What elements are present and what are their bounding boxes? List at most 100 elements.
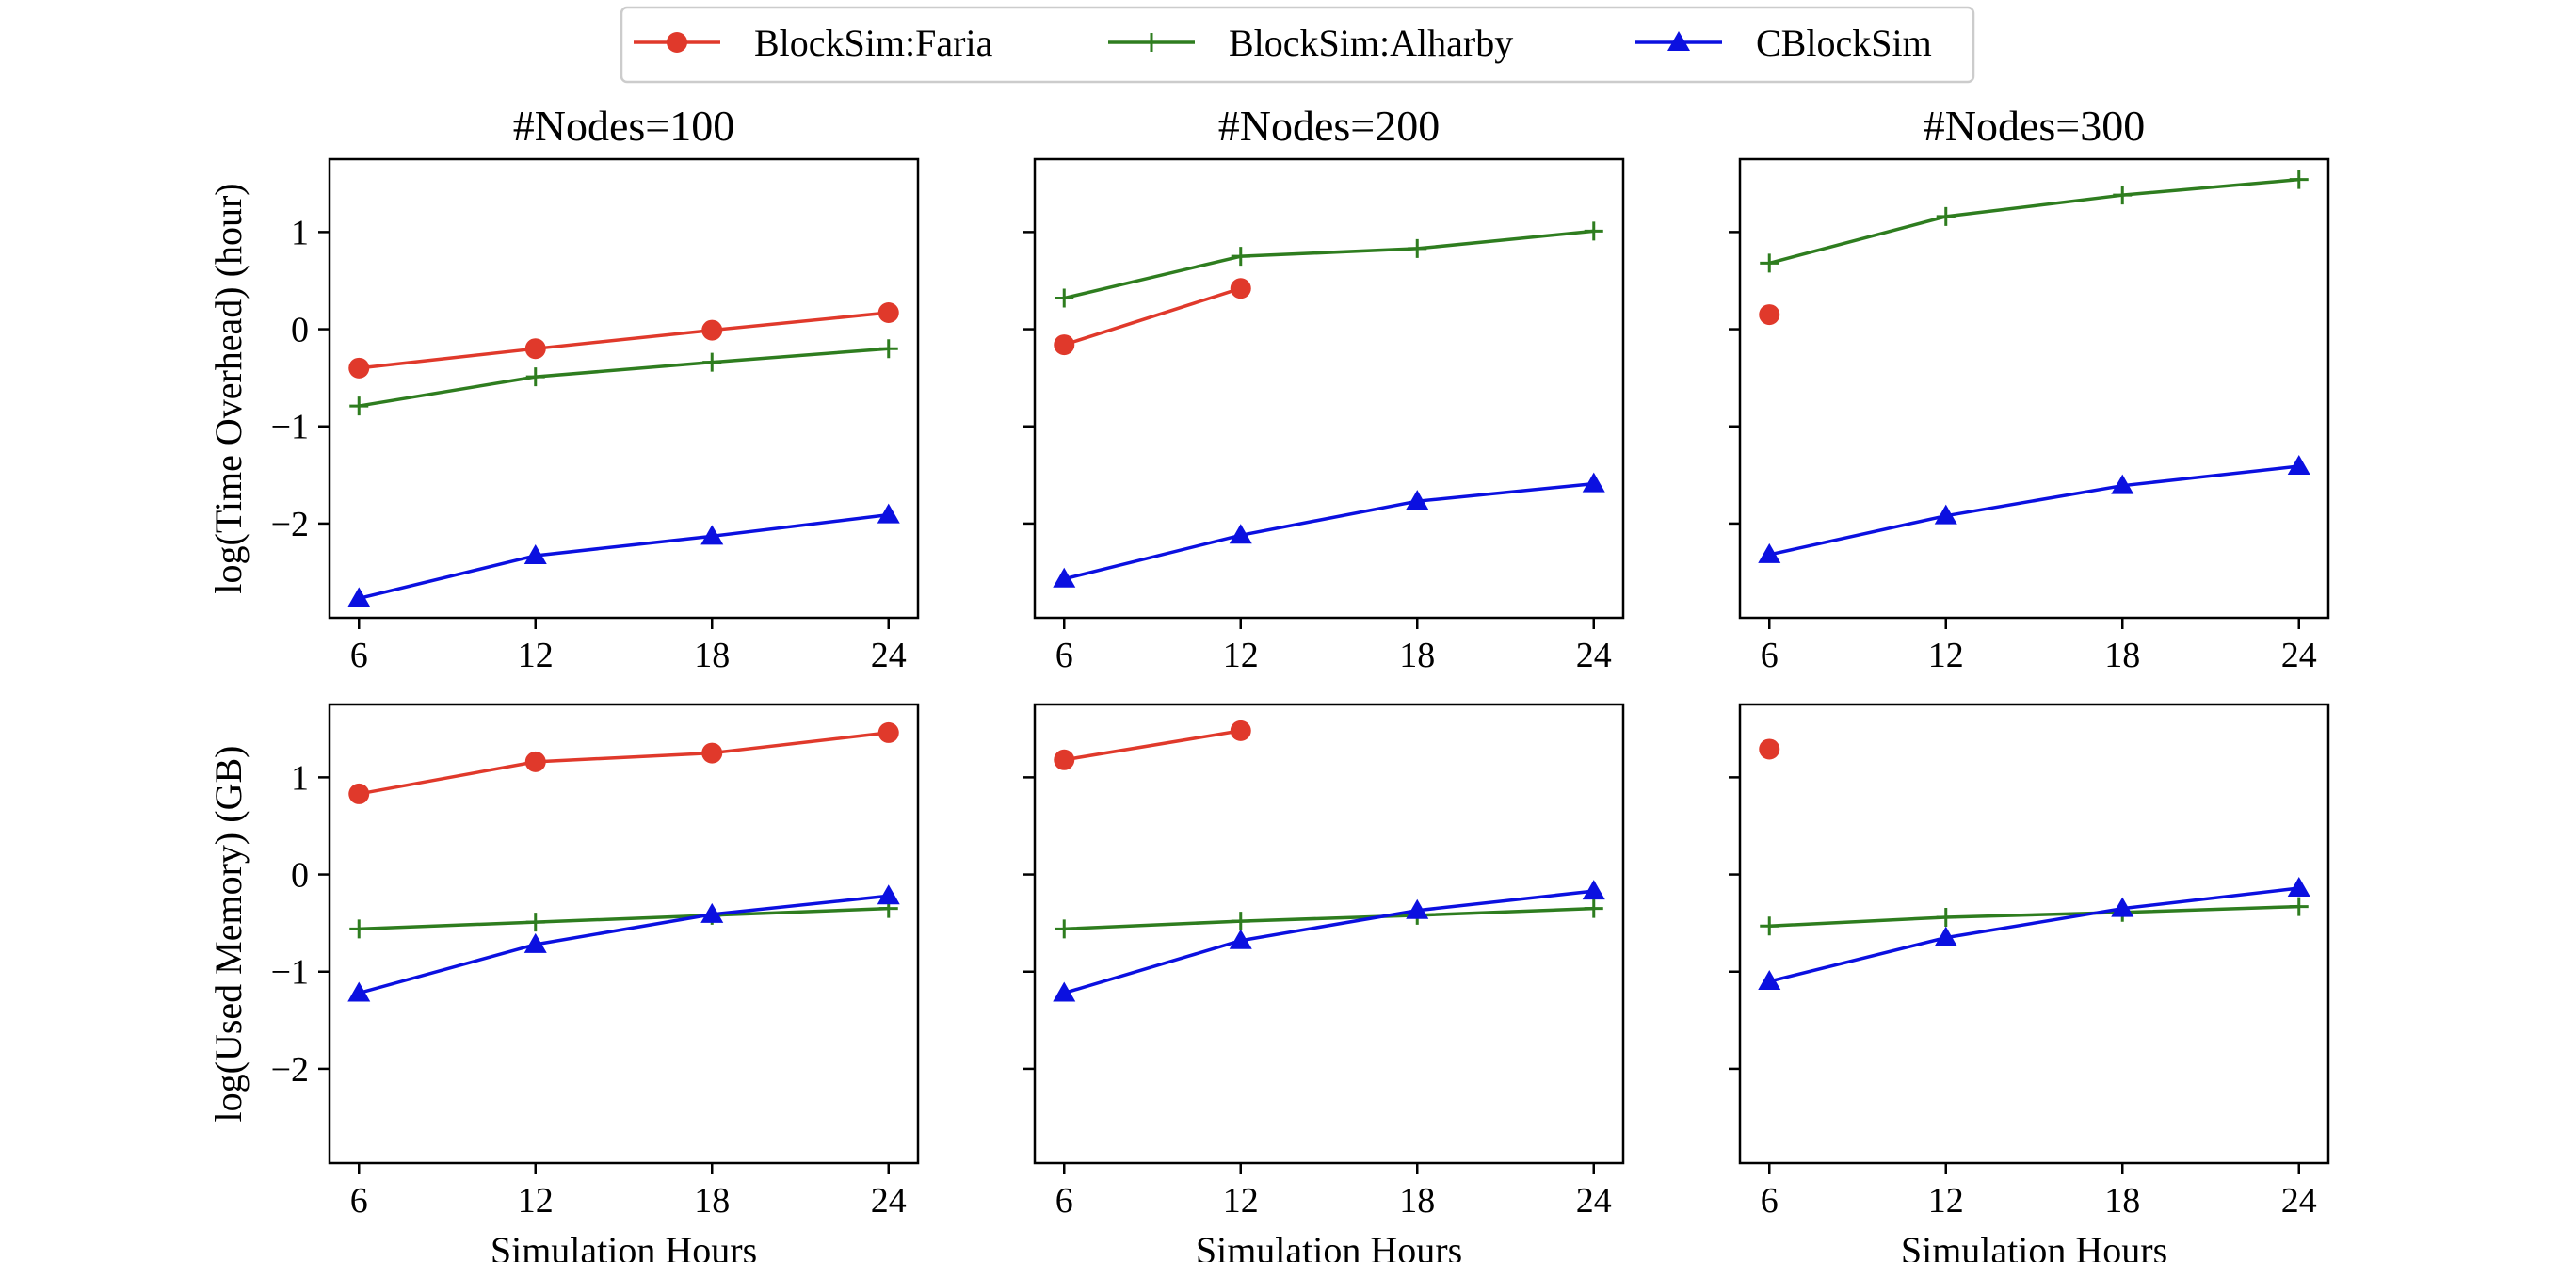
point-cblocksim bbox=[1582, 880, 1605, 900]
point-blocksim-alharby bbox=[1231, 247, 1250, 267]
x-tick-label: 6 bbox=[1761, 636, 1779, 675]
legend-label: BlockSim:Faria bbox=[754, 22, 993, 64]
point-blocksim-alharby bbox=[349, 919, 369, 939]
series-cblocksim bbox=[347, 884, 900, 1002]
series-blocksim-faria bbox=[348, 721, 899, 804]
series-cblocksim bbox=[1053, 472, 1605, 588]
x-tick-label: 6 bbox=[1055, 636, 1073, 675]
x-tick-label: 24 bbox=[1576, 636, 1612, 675]
series-blocksim-alharby bbox=[1055, 898, 1603, 939]
series-blocksim-faria bbox=[1759, 304, 1780, 326]
point-cblocksim bbox=[1229, 524, 1252, 544]
series-blocksim-faria bbox=[348, 302, 899, 379]
y-tick-label: −2 bbox=[271, 1050, 309, 1090]
point-cblocksim bbox=[2287, 877, 2310, 898]
legend-entry-cblocksim: CBlockSim bbox=[1635, 22, 1932, 64]
series-line-blocksim-alharby bbox=[1064, 906, 1594, 931]
legend-box bbox=[620, 6, 1975, 84]
series-line-blocksim-alharby bbox=[359, 906, 889, 931]
legend-entry-blocksim-alharby: BlockSim:Alharby bbox=[1108, 22, 1513, 64]
point-blocksim-alharby bbox=[1936, 206, 1956, 226]
plot-frame bbox=[328, 703, 920, 1165]
point-blocksim-faria bbox=[1054, 334, 1075, 356]
point-blocksim-faria bbox=[877, 302, 899, 324]
series-blocksim-alharby bbox=[349, 339, 898, 416]
x-tick-label: 12 bbox=[1223, 636, 1259, 675]
point-blocksim-alharby bbox=[525, 367, 545, 387]
x-tick-label: 24 bbox=[2281, 1181, 2317, 1221]
series-line-blocksim-faria bbox=[1063, 286, 1242, 347]
legend-label: BlockSim:Alharby bbox=[1229, 22, 1513, 64]
panel-r1-c1: 6 12 18 24 1 0 −1 −2 #Nodes=100 log(Time Overhead… bbox=[207, 102, 920, 675]
x-tick-label: 12 bbox=[1223, 1181, 1259, 1221]
point-blocksim-alharby bbox=[702, 352, 722, 372]
plot-frame bbox=[328, 157, 920, 620]
point-cblocksim bbox=[523, 543, 547, 564]
plot-frame bbox=[1033, 703, 1625, 1165]
series-line-cblocksim bbox=[1063, 481, 1594, 581]
y-axis-label: log(Used Memory) (GB) bbox=[207, 746, 250, 1123]
plot-frame bbox=[1738, 703, 2330, 1165]
series-blocksim-alharby bbox=[1760, 170, 2309, 273]
point-cblocksim bbox=[347, 981, 371, 1002]
series-line-blocksim-faria bbox=[359, 311, 889, 370]
series-line-blocksim-alharby bbox=[1769, 904, 2299, 928]
series-cblocksim bbox=[1758, 877, 2310, 991]
series-cblocksim bbox=[1053, 880, 1605, 1002]
x-tick-label: 6 bbox=[1761, 1181, 1779, 1221]
series-line-cblocksim bbox=[358, 512, 889, 601]
panel-r2-c1: 6 12 18 24 1 0 −1 −2 Simulation Hours log(Used Me… bbox=[207, 703, 920, 1262]
series-line-blocksim-alharby bbox=[358, 347, 889, 408]
series-blocksim-alharby bbox=[1055, 221, 1603, 308]
y-tick-label: −1 bbox=[271, 408, 309, 447]
x-tick-label: 12 bbox=[518, 1181, 554, 1221]
point-blocksim-alharby bbox=[1055, 288, 1074, 308]
x-tick-label: 12 bbox=[518, 636, 554, 675]
series-cblocksim bbox=[347, 503, 900, 607]
y-tick-label: 1 bbox=[291, 758, 309, 798]
x-tick-label: 18 bbox=[694, 636, 730, 675]
x-tick-label: 6 bbox=[350, 636, 368, 675]
panel-r2-c3: 6 12 18 24 Simulation Hours bbox=[1729, 703, 2330, 1262]
x-tick-label: 18 bbox=[1399, 1181, 1435, 1221]
x-tick-label: 24 bbox=[2281, 636, 2317, 675]
point-blocksim-alharby bbox=[878, 339, 898, 359]
point-blocksim-faria bbox=[1230, 720, 1251, 741]
x-tick-label: 18 bbox=[2104, 1181, 2140, 1221]
series-blocksim-alharby bbox=[349, 898, 898, 939]
point-cblocksim bbox=[700, 902, 724, 923]
point-blocksim-alharby bbox=[1584, 221, 1603, 241]
point-blocksim-alharby bbox=[2113, 186, 2133, 205]
y-tick-label: 0 bbox=[291, 311, 309, 350]
legend-entry-blocksim-faria: BlockSim:Faria bbox=[634, 22, 993, 64]
x-tick-label: 12 bbox=[1928, 636, 1964, 675]
point-blocksim-alharby bbox=[525, 913, 545, 932]
series-line-blocksim-faria bbox=[358, 731, 889, 796]
legend-label: CBlockSim bbox=[1756, 22, 1932, 64]
point-cblocksim bbox=[877, 884, 900, 905]
point-cblocksim bbox=[1406, 490, 1429, 510]
panel-title: #Nodes=200 bbox=[1218, 102, 1440, 150]
point-cblocksim bbox=[700, 525, 724, 545]
point-cblocksim bbox=[1053, 567, 1076, 588]
panel-grid: 6 12 18 24 1 0 −1 −2 #Nodes=100 log(Time Overhead… bbox=[207, 102, 2330, 1262]
x-tick-label: 12 bbox=[1928, 1181, 1964, 1221]
plot-frame bbox=[1033, 157, 1625, 620]
point-blocksim-faria bbox=[524, 751, 546, 772]
x-tick-label: 6 bbox=[350, 1181, 368, 1221]
point-blocksim-faria bbox=[524, 338, 546, 360]
y-tick-label: −1 bbox=[271, 953, 309, 993]
legend-marker bbox=[1667, 31, 1690, 51]
point-cblocksim bbox=[2111, 897, 2134, 917]
point-cblocksim bbox=[1934, 504, 1957, 525]
x-axis-label: Simulation Hours bbox=[491, 1229, 757, 1262]
panel-r1-c3: 6 12 18 24 #Nodes=300 bbox=[1729, 102, 2330, 675]
x-tick-label: 18 bbox=[2104, 636, 2140, 675]
point-cblocksim bbox=[877, 503, 900, 524]
point-cblocksim bbox=[1934, 926, 1957, 946]
x-tick-label: 6 bbox=[1055, 1181, 1073, 1221]
plot-frame bbox=[1738, 157, 2330, 620]
point-blocksim-alharby bbox=[1231, 912, 1250, 931]
legend: BlockSim:Faria BlockSim:Alharby CBlockSim bbox=[620, 6, 1975, 84]
